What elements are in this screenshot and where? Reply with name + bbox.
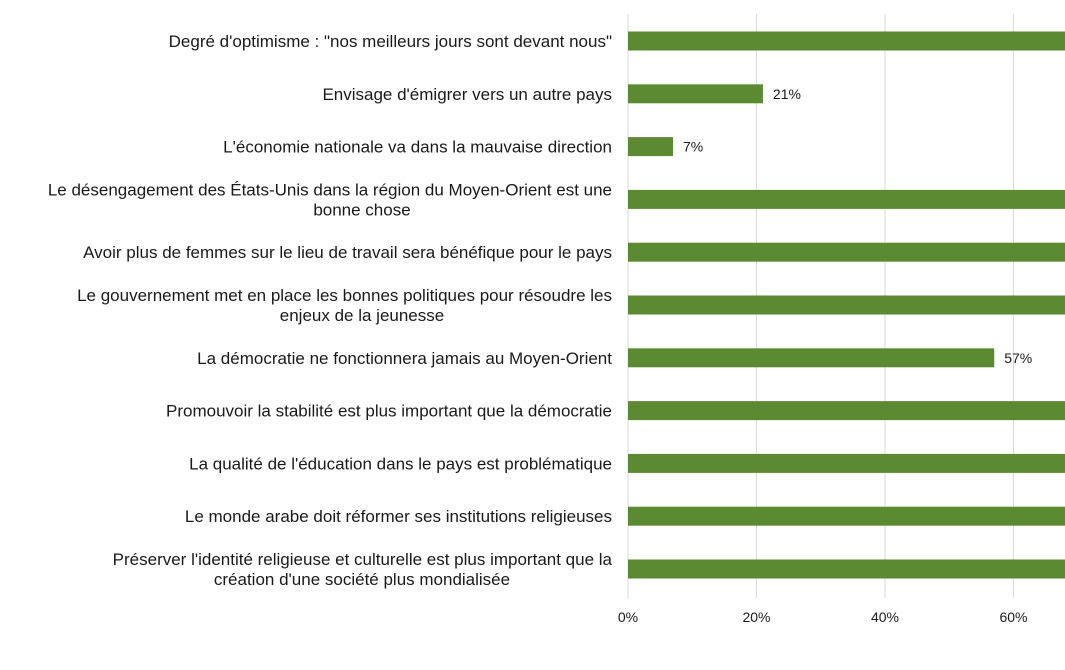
bar	[628, 189, 1065, 209]
bar	[628, 31, 1065, 51]
category-label: Degré d'optimisme : "nos meilleurs jours…	[169, 32, 612, 51]
bar	[628, 84, 763, 104]
bar	[628, 506, 1065, 526]
bar	[628, 295, 1065, 315]
category-label: Le monde arabe doit réformer ses institu…	[185, 507, 612, 526]
category-label: Envisage d'émigrer vers un autre pays	[322, 85, 612, 104]
category-label: La qualité de l'éducation dans le pays e…	[189, 454, 612, 473]
data-label: 7%	[683, 139, 703, 155]
category-label: Le désengagement des États-Unis dans la …	[48, 180, 612, 199]
bar	[628, 453, 1065, 473]
category-label: Préserver l'identité religieuse et cultu…	[113, 550, 613, 569]
category-label: enjeux de la jeunesse	[280, 306, 444, 325]
bar	[628, 401, 1065, 421]
category-label: La démocratie ne fonctionnera jamais au …	[197, 349, 612, 368]
x-tick-label: 40%	[871, 609, 899, 625]
category-label: Promouvoir la stabilité est plus importa…	[166, 402, 612, 421]
category-label: bonne chose	[313, 200, 410, 219]
x-tick-label: 0%	[618, 609, 638, 625]
data-label: 57%	[1004, 350, 1032, 366]
bar	[628, 137, 673, 157]
category-label: L'économie nationale va dans la mauvaise…	[223, 138, 612, 157]
bar	[628, 559, 1065, 579]
category-label: création d'une société plus mondialisée	[214, 570, 510, 589]
x-tick-label: 60%	[999, 609, 1027, 625]
data-label: 21%	[773, 86, 801, 102]
category-label: Le gouvernement met en place les bonnes …	[77, 286, 612, 305]
bar	[628, 242, 1065, 262]
x-tick-label: 20%	[742, 609, 770, 625]
category-label: Avoir plus de femmes sur le lieu de trav…	[83, 243, 612, 262]
bar	[628, 348, 995, 368]
